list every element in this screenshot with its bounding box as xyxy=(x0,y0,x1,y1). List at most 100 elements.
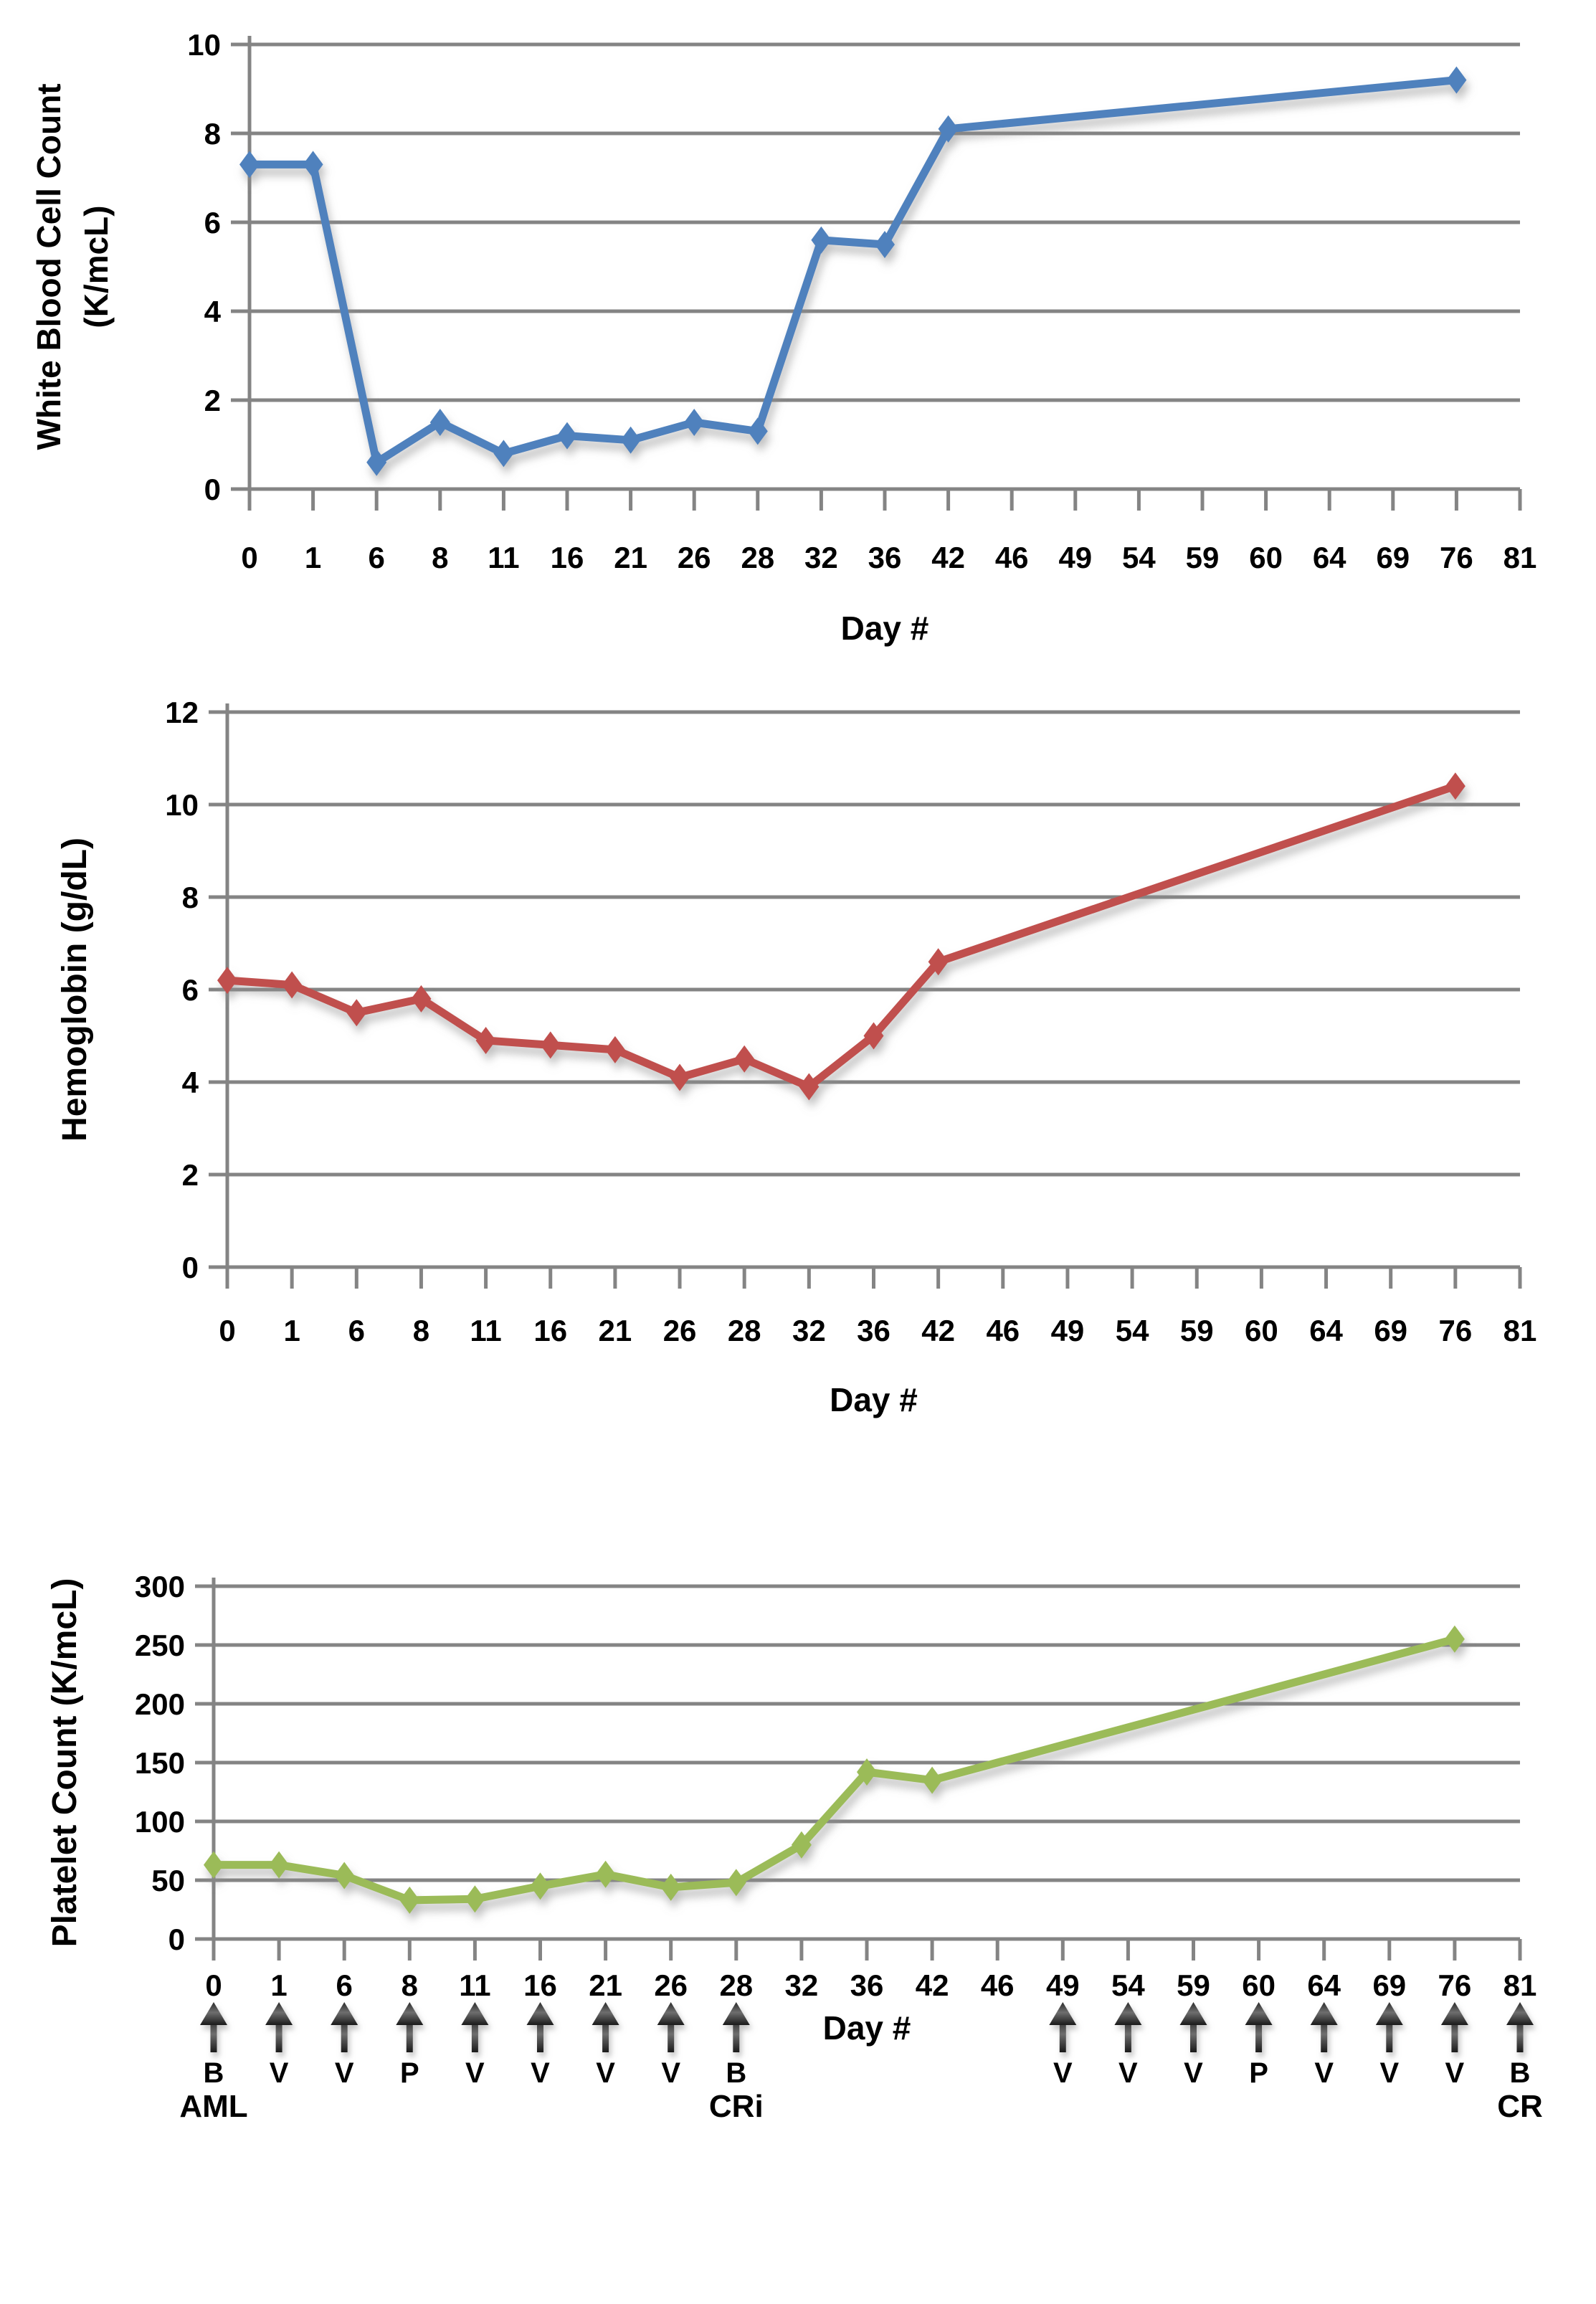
x-axis-title: Day # xyxy=(830,1381,918,1418)
arrow-shaft xyxy=(668,2019,675,2052)
x-tick-label: 64 xyxy=(1313,541,1346,574)
x-tick-label: 32 xyxy=(785,1968,819,2002)
y-tick-label: 10 xyxy=(187,28,221,62)
milestone-label: CRi xyxy=(709,2089,764,2124)
x-tick-label: 46 xyxy=(986,1314,1020,1347)
treatment-letter: V xyxy=(335,2057,354,2089)
x-tick-label: 81 xyxy=(1504,1314,1537,1347)
x-tick-label: 81 xyxy=(1504,1968,1537,2002)
treatment-letter: V xyxy=(465,2057,485,2089)
wbc-line xyxy=(245,76,1460,467)
plt-marker xyxy=(530,1872,551,1900)
dose-arrow-icon xyxy=(396,2002,424,2052)
y-tick-label: 300 xyxy=(135,1570,185,1603)
plt-marker xyxy=(595,1860,616,1888)
x-tick-label: 1 xyxy=(270,1968,287,2002)
x-tick-label: 6 xyxy=(369,541,385,574)
wbc-marker xyxy=(557,422,577,450)
y-tick-label: 2 xyxy=(182,1158,199,1192)
arrow-head xyxy=(1049,2002,1077,2025)
dose-arrow-icon xyxy=(1179,2002,1207,2052)
plt-marker xyxy=(204,1851,224,1879)
dose-arrow-icon xyxy=(200,2002,227,2052)
dose-arrow-icon xyxy=(331,2002,358,2052)
x-tick-label: 21 xyxy=(589,1968,622,2002)
y-tick-label: 12 xyxy=(165,696,199,729)
x-tick-label: 11 xyxy=(459,1968,490,2002)
y-tick-label: 0 xyxy=(182,1251,199,1284)
x-tick-label: 26 xyxy=(678,541,711,574)
y-tick-label: 4 xyxy=(204,295,222,328)
arrow-head xyxy=(1375,2002,1403,2025)
dose-arrow-icon xyxy=(265,2002,293,2052)
x-tick-label: 32 xyxy=(792,1314,826,1347)
x-tick-label: 76 xyxy=(1440,541,1473,574)
arrow-shaft xyxy=(1255,2019,1263,2052)
wbc-marker xyxy=(1446,66,1467,94)
x-tick-label: 0 xyxy=(241,541,257,574)
treatment-letter: P xyxy=(1249,2057,1268,2089)
x-tick-label: 6 xyxy=(336,1968,353,2002)
wbc-marker xyxy=(875,231,895,258)
arrow-head xyxy=(1506,2002,1534,2025)
plt-marker xyxy=(399,1886,420,1914)
wbc-marker xyxy=(747,417,768,445)
y-tick-label: 6 xyxy=(204,206,221,240)
x-tick-label: 69 xyxy=(1372,1968,1406,2002)
dose-arrow-icon xyxy=(1310,2002,1338,2052)
x-tick-label: 42 xyxy=(921,1314,955,1347)
arrow-shaft xyxy=(210,2019,217,2052)
hgb-marker xyxy=(540,1031,561,1059)
y-tick-label: 8 xyxy=(182,881,199,914)
y-tick-label: 10 xyxy=(165,788,199,822)
dose-arrow-icon xyxy=(1245,2002,1273,2052)
x-tick-label: 54 xyxy=(1111,1968,1145,2002)
x-tick-label: 8 xyxy=(432,541,448,574)
x-axis-title: Day # xyxy=(823,2009,911,2047)
hgb-marker xyxy=(282,971,303,999)
x-tick-label: 26 xyxy=(654,1968,688,2002)
x-tick-label: 0 xyxy=(219,1314,235,1347)
x-tick-label: 81 xyxy=(1504,541,1537,574)
x-tick-label: 21 xyxy=(614,541,647,574)
y-tick-label: 0 xyxy=(168,1923,185,1956)
x-tick-label: 21 xyxy=(599,1314,632,1347)
arrow-shaft xyxy=(1059,2019,1066,2052)
x-tick-label: 16 xyxy=(523,1968,557,2002)
treatment-letter: V xyxy=(1445,2057,1465,2089)
wbc-marker xyxy=(684,409,705,436)
x-tick-label: 60 xyxy=(1249,541,1283,574)
dose-arrow-icon xyxy=(461,2002,489,2052)
wbc-marker xyxy=(620,426,641,454)
arrow-shaft xyxy=(1190,2019,1197,2052)
treatment-letter: V xyxy=(596,2057,615,2089)
arrow-shaft xyxy=(275,2019,282,2052)
arrow-shaft xyxy=(406,2019,413,2052)
hgb-marker xyxy=(863,1022,884,1050)
x-tick-label: 69 xyxy=(1374,1314,1407,1347)
arrow-shaft xyxy=(1321,2019,1328,2052)
y-axis-title: White Blood Cell Count xyxy=(30,83,67,450)
arrow-shaft xyxy=(1451,2019,1458,2052)
arrow-shaft xyxy=(1124,2019,1131,2052)
plt-marker xyxy=(922,1766,943,1794)
arrow-shaft xyxy=(1386,2019,1393,2052)
milestone-label: CR xyxy=(1497,2089,1543,2124)
x-tick-label: 64 xyxy=(1307,1968,1341,2002)
dose-arrow-icon xyxy=(657,2002,685,2052)
x-axis-title: Day # xyxy=(841,610,929,647)
y-tick-label: 250 xyxy=(135,1629,185,1662)
dose-arrow-icon xyxy=(1506,2002,1534,2052)
hgb-marker xyxy=(475,1026,496,1054)
hgb-series xyxy=(217,772,1466,1101)
wbc-marker xyxy=(811,226,832,254)
treatment-letter: V xyxy=(531,2057,550,2089)
treatment-letter: B xyxy=(204,2057,224,2089)
x-tick-label: 8 xyxy=(402,1968,418,2002)
hgb-marker xyxy=(217,967,237,995)
x-tick-label: 59 xyxy=(1180,1314,1214,1347)
